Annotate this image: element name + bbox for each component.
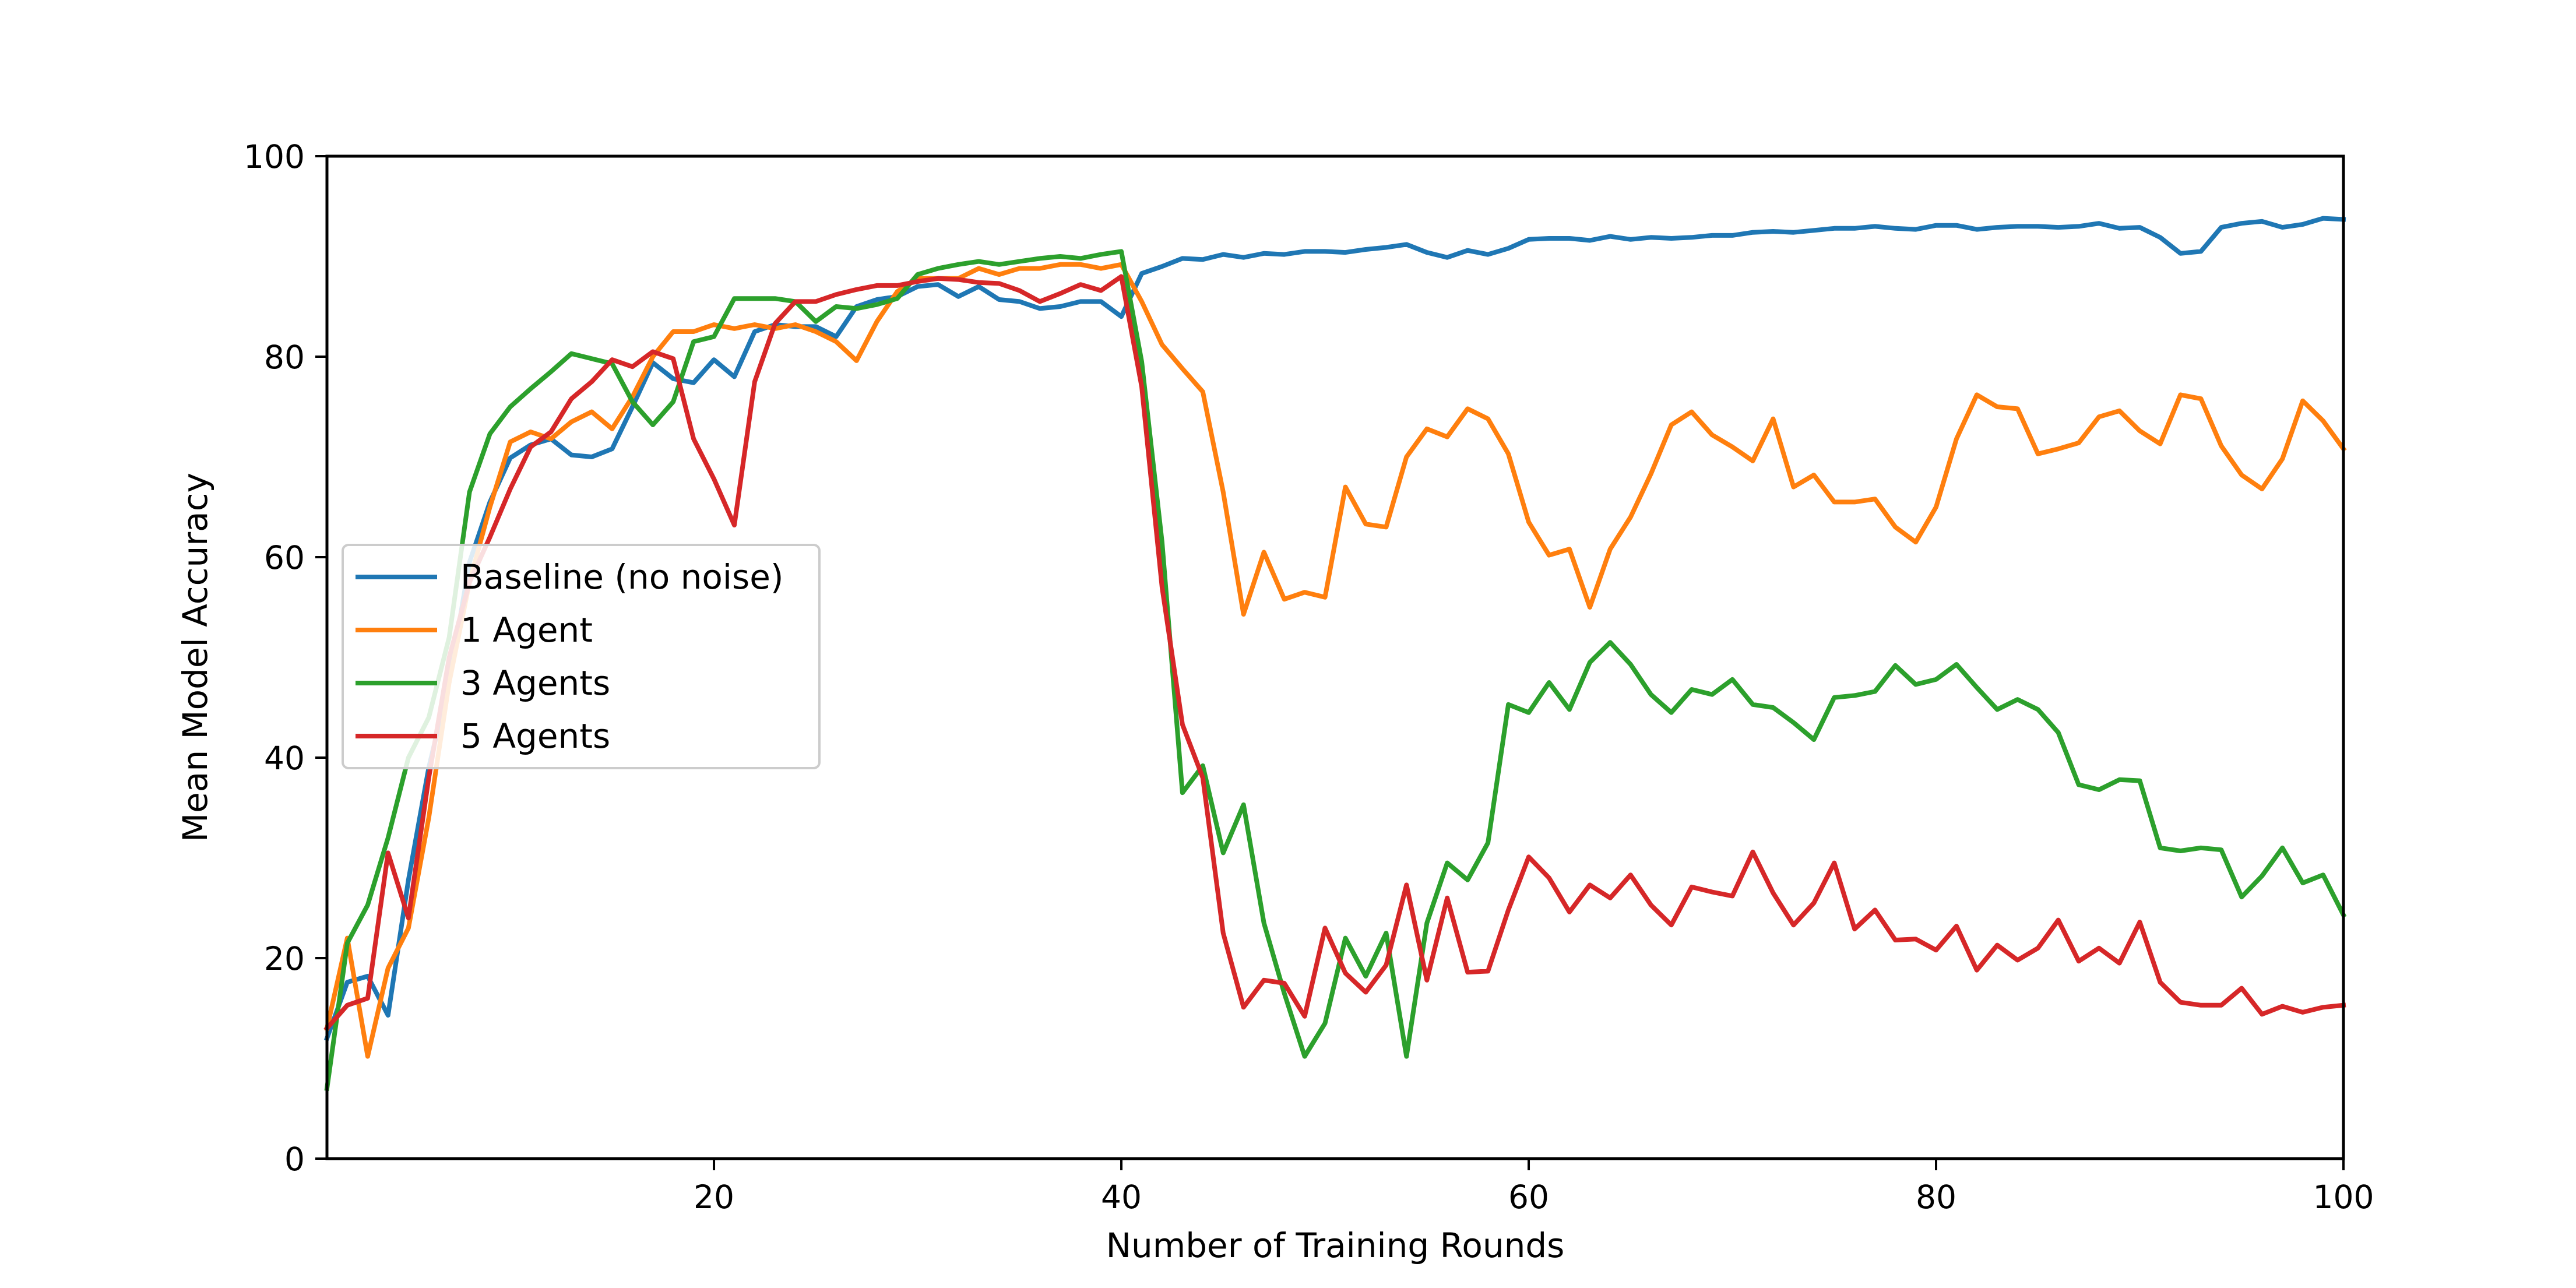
y-tick-label: 40 <box>264 740 305 777</box>
x-axis-title: Number of Training Rounds <box>1106 1226 1565 1265</box>
y-tick-label: 20 <box>264 940 305 977</box>
x-tick-label: 60 <box>1508 1178 1549 1216</box>
x-tick-label: 40 <box>1101 1178 1142 1216</box>
y-tick-label: 100 <box>244 138 305 175</box>
plot-frame <box>325 154 2345 1160</box>
series-line-3 <box>323 274 2346 1032</box>
y-tick-label: 80 <box>264 339 305 376</box>
series-line-0 <box>323 216 2346 1041</box>
legend-label-2: 3 Agents <box>460 663 610 703</box>
y-tick-label: 60 <box>264 539 305 576</box>
legend-label-0: Baseline (no noise) <box>460 557 784 597</box>
plot-area <box>323 216 2347 1092</box>
legend: Baseline (no noise) 1 Agent 3 Agents 5 Agen… <box>342 544 821 769</box>
x-axis: 20 40 60 80 100 <box>694 1159 2374 1216</box>
series-line-2 <box>324 249 2347 1092</box>
y-axis: 0 20 40 60 80 100 <box>244 138 327 1178</box>
x-tick-label: 20 <box>694 1178 734 1216</box>
legend-label-3: 5 Agents <box>460 716 610 756</box>
y-tick-label: 0 <box>284 1141 305 1178</box>
series-line-1 <box>324 262 2347 1059</box>
legend-label-1: 1 Agent <box>460 610 593 650</box>
legend-box <box>342 544 821 769</box>
y-axis-title: Mean Model Accuracy <box>175 473 215 842</box>
x-tick-label: 100 <box>2313 1178 2374 1216</box>
x-tick-label: 80 <box>1916 1178 1956 1216</box>
